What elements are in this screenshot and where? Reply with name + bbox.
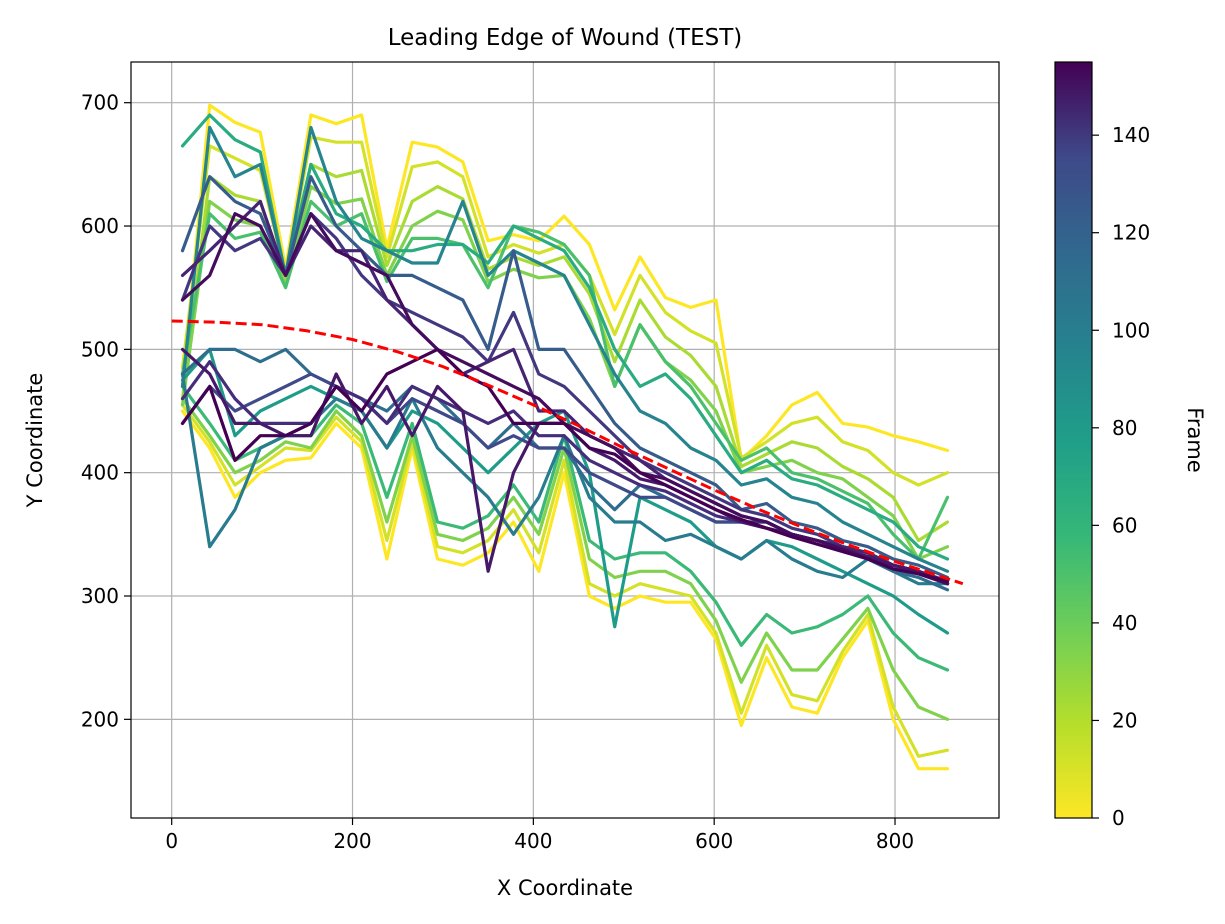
colorbar-tick-label: 100 [1112,318,1150,342]
x-axis: 0 200 400 600 800 [165,818,914,853]
y-tick-label: 500 [81,337,119,361]
series-line-frame-155 [180,347,950,583]
series-group [180,103,950,771]
colorbar-tick-label: 80 [1112,416,1137,440]
colorbar-tick-label: 120 [1112,221,1150,245]
series-line-frame-150 [180,212,950,586]
series-line-frame-0 [180,103,950,462]
series-line-frame-45 [180,199,950,561]
colorbar-tick-label: 40 [1112,611,1137,635]
series-line-frame-130 [180,212,950,586]
series-line-frame-10 [180,403,950,758]
y-tick-label: 700 [81,91,119,115]
x-tick-label: 600 [695,829,733,853]
colorbar-axis: 0 20 40 60 80 100 120 140 [1092,123,1150,830]
y-axis: 200 300 400 500 600 700 [81,91,131,731]
x-axis-label: X Coordinate [497,876,633,900]
x-tick-label: 0 [165,829,178,853]
series-line-frame-110 [180,175,950,580]
y-tick-label: 200 [81,707,119,731]
plot-frame [130,61,1000,819]
series-line-frame-0 [180,409,950,771]
x-tick-label: 400 [514,829,552,853]
colorbar [1054,61,1093,819]
colorbar-tick-label: 0 [1112,806,1125,830]
fit-curve-line [171,319,964,586]
y-tick-label: 300 [81,584,119,608]
x-tick-label: 200 [333,829,371,853]
chart-title: Leading Edge of Wound (TEST) [388,25,743,51]
colorbar-tick-label: 140 [1112,123,1150,147]
series-line-frame-60 [180,113,950,561]
y-tick-label: 400 [81,461,119,485]
colorbar-tick-label: 60 [1112,513,1137,537]
colorbar-label: Frame [1183,407,1207,472]
colorbar-tick-label: 20 [1112,708,1137,732]
y-axis-label: Y Coordinate [23,373,47,509]
y-tick-label: 600 [81,214,119,238]
fit-curve-group [171,319,964,586]
series-line-frame-85 [180,125,950,573]
x-tick-label: 800 [876,829,914,853]
